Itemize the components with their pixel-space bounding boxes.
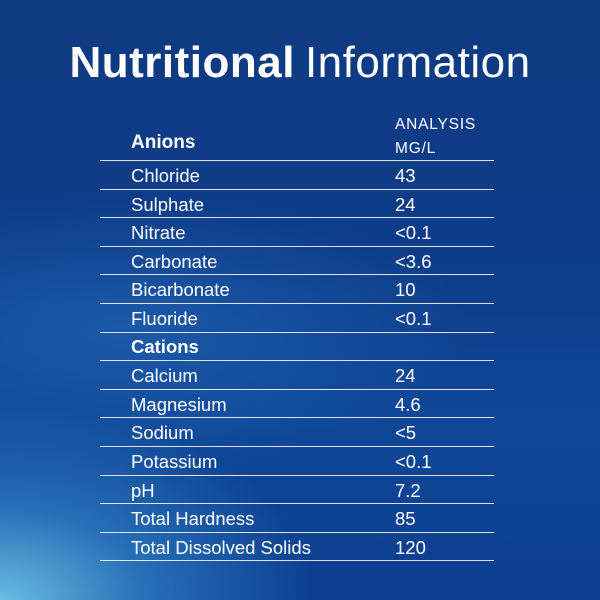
- table-header: Anions ANALYSIS MG/L: [100, 111, 494, 161]
- row-value: 120: [395, 536, 426, 558]
- row-label: Carbonate: [131, 250, 218, 272]
- column-heading-line2: MG/L: [395, 140, 437, 157]
- row-value: 10: [395, 279, 416, 301]
- row-value: <0.1: [395, 307, 432, 329]
- table-row: Sulphate 24: [100, 190, 494, 219]
- row-value: <5: [395, 422, 417, 444]
- table-row: Carbonate <3.6: [100, 247, 494, 276]
- row-label: pH: [131, 479, 155, 501]
- row-label: Calcium: [131, 365, 198, 387]
- row-label: Fluoride: [131, 307, 198, 329]
- table-row: Magnesium 4.6: [100, 390, 494, 419]
- table-row: Potassium <0.1: [100, 447, 494, 476]
- row-label: Sodium: [131, 422, 194, 444]
- row-value: 24: [395, 365, 416, 387]
- anions-heading: Anions: [131, 132, 196, 153]
- row-label: Total Hardness: [131, 508, 255, 530]
- row-label: Potassium: [131, 450, 218, 472]
- row-label: Nitrate: [131, 222, 186, 244]
- row-value: <3.6: [395, 250, 432, 272]
- table-row: Nitrate <0.1: [100, 218, 494, 247]
- table-row: Sodium <5: [100, 418, 494, 447]
- analysis-column-heading: ANALYSIS MG/L: [395, 113, 476, 161]
- table-row: Calcium 24: [100, 361, 494, 390]
- nutrition-table: Anions ANALYSIS MG/L Chloride 43 Sulphat…: [100, 111, 494, 562]
- table-row: Total Hardness 85: [100, 504, 494, 533]
- table-row: Fluoride <0.1: [100, 304, 494, 333]
- cations-heading-row: Cations: [100, 333, 494, 362]
- title-light: Information: [304, 38, 531, 87]
- row-value: <0.1: [395, 222, 432, 244]
- row-value: 85: [395, 508, 416, 530]
- column-heading-line1: ANALYSIS: [395, 116, 477, 133]
- table-row: Chloride 43: [100, 161, 494, 190]
- row-value: 43: [395, 165, 416, 186]
- table-row: pH 7.2: [100, 476, 494, 505]
- row-label: Bicarbonate: [131, 279, 230, 301]
- row-value: <0.1: [395, 450, 432, 472]
- table-row: Total Dissolved Solids 120: [100, 533, 494, 562]
- row-label: Chloride: [131, 165, 200, 186]
- row-label: Sulphate: [131, 193, 205, 215]
- row-label: Total Dissolved Solids: [131, 536, 311, 558]
- table-row: Bicarbonate 10: [100, 275, 494, 304]
- row-label: Magnesium: [131, 393, 227, 415]
- row-value: 7.2: [395, 479, 421, 501]
- cations-heading: Cations: [131, 335, 199, 357]
- page-title: Nutritional Information: [0, 38, 600, 88]
- title-bold: Nutritional: [69, 38, 295, 87]
- row-value: 24: [395, 193, 416, 215]
- row-value: 4.6: [395, 393, 421, 415]
